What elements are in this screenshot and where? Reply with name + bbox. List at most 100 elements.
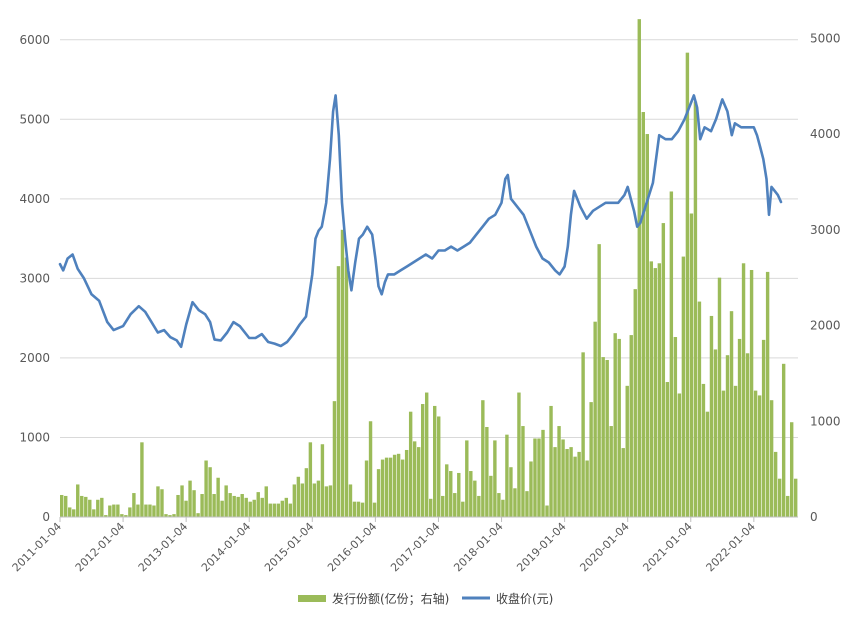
bar [284,497,289,517]
bar [793,478,798,517]
legend-bar-label: 发行份额(亿份；右轴) [332,591,449,606]
bar [192,490,196,517]
bar [68,507,72,517]
bar [260,497,264,517]
bar [533,438,537,517]
y-right-tick-label: 3000 [810,223,841,237]
bar [264,486,268,517]
bar [433,405,437,517]
bar [92,509,96,517]
bar [328,485,333,517]
bar [777,478,782,517]
bar [244,497,248,517]
bar [693,101,698,518]
bar [745,353,750,517]
bar [152,505,156,517]
bar [212,494,216,517]
bar [336,266,341,517]
bar [136,504,140,517]
bar [609,426,613,517]
bar [372,502,377,517]
legend-bar-swatch [298,595,326,602]
bar [320,444,325,517]
bar [424,392,429,517]
bar [88,499,92,517]
bar [637,19,641,518]
bar [408,411,413,517]
x-tick-label: 2022-01-04 [704,520,758,574]
bar [669,191,674,518]
bar [681,256,686,517]
bar [589,402,593,517]
x-tick-label: 2020-01-04 [577,520,631,574]
bar [220,500,224,517]
bar [280,500,285,517]
bar [493,440,497,517]
bar [645,134,649,518]
bar [184,500,188,517]
y-left-tick-label: 0 [42,510,50,524]
bar [360,502,365,517]
bar [128,507,132,517]
bar [256,492,260,517]
bar [765,271,770,517]
bar [340,229,345,517]
bar [525,491,529,517]
bar [252,499,256,517]
bar [593,321,597,517]
bar [164,514,168,517]
bar [685,52,690,517]
bar [72,509,76,517]
bar [76,484,80,517]
y-right-tick-label: 4000 [810,127,841,141]
bar [785,495,790,517]
bar [296,476,301,517]
line-close-price [58,94,783,349]
bar [649,261,654,517]
bar [204,460,208,517]
bar [781,363,786,517]
bar [124,515,128,517]
x-tick-label: 2011-01-04 [10,520,64,574]
bar [469,471,473,517]
bar [457,472,461,517]
y-left-tick-label: 5000 [19,112,50,126]
bar [388,457,393,517]
y-left-tick-label: 2000 [19,351,50,365]
bar [585,460,589,517]
bar [773,451,778,517]
bar [132,493,136,517]
bar [384,457,389,517]
bar [188,480,192,517]
bar [677,393,682,517]
bar [505,434,509,517]
bar [497,493,501,517]
bar [709,315,714,517]
bar [753,390,758,517]
bar [557,426,561,517]
bar [441,495,445,517]
bar [304,468,309,517]
bar-series [60,19,798,518]
bar [653,268,658,517]
x-tick-label: 2018-01-04 [451,520,505,574]
bar [180,485,184,517]
y-right-tick-label: 2000 [810,319,841,333]
bar [665,382,670,517]
bar [729,311,734,517]
bar [416,447,421,517]
bar [96,499,100,517]
bar [144,504,148,517]
x-tick-label: 2016-01-04 [325,520,379,574]
bar [160,489,164,517]
x-tick-label: 2014-01-04 [199,520,253,574]
bar [116,504,120,517]
y-left-tick-label: 3000 [19,271,50,285]
bar [300,483,305,517]
bar [461,501,465,517]
bar [517,392,521,517]
bar [621,448,625,517]
bar [661,223,666,517]
